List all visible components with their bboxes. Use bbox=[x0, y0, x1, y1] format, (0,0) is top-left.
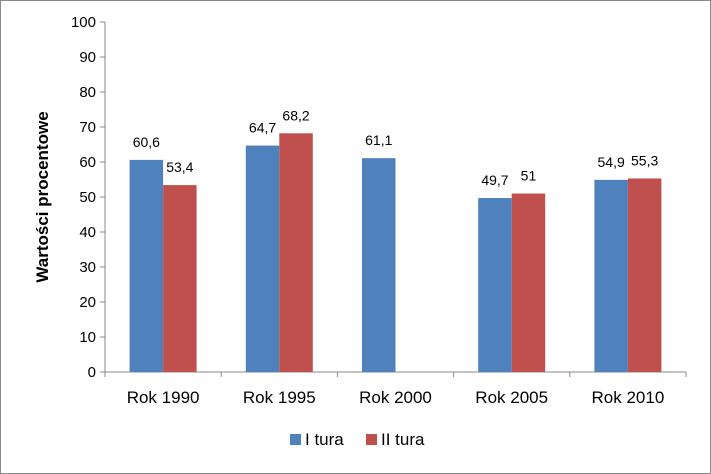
legend: I tura II tura bbox=[290, 430, 425, 449]
bar-i-tura bbox=[594, 179, 628, 372]
y-tick-label: 80 bbox=[79, 84, 96, 101]
data-label: 64,7 bbox=[249, 120, 276, 136]
y-ticks: 0 10 20 30 40 50 60 70 80 90 100 bbox=[71, 14, 105, 381]
y-tick-label: 70 bbox=[79, 119, 96, 136]
y-tick-label: 90 bbox=[79, 49, 96, 66]
y-tick-label: 100 bbox=[71, 14, 96, 31]
y-tick-label: 20 bbox=[79, 294, 96, 311]
bar-i-tura bbox=[478, 198, 512, 372]
y-axis-label: Wartości procentowe bbox=[33, 111, 52, 282]
data-label: 49,7 bbox=[481, 172, 508, 188]
bar-ii-tura bbox=[511, 193, 546, 372]
y-tick-label: 50 bbox=[79, 189, 96, 206]
y-tick-label: 60 bbox=[79, 154, 96, 171]
x-tick-label: Rok 2010 bbox=[592, 388, 665, 407]
legend-swatch bbox=[366, 434, 377, 445]
bar-ii-tura bbox=[279, 133, 313, 372]
y-tick-label: 0 bbox=[88, 364, 96, 381]
data-label: 51 bbox=[521, 168, 537, 184]
data-label: 54,9 bbox=[598, 154, 625, 170]
data-labels: 60,6 64,7 61,1 49,7 54,9 53,4 68,2 51 55,3 bbox=[133, 107, 659, 188]
data-label: 53,4 bbox=[166, 159, 193, 175]
x-tick-label: Rok 2000 bbox=[359, 388, 432, 407]
bar-i-tura bbox=[129, 159, 164, 372]
x-tick-label: Rok 1995 bbox=[243, 388, 316, 407]
data-label: 61,1 bbox=[365, 132, 392, 148]
category-labels: Rok 1990 Rok 1995 Rok 2000 Rok 2005 Rok 2010 bbox=[104, 372, 687, 407]
data-label: 60,6 bbox=[133, 134, 160, 150]
legend-label: I tura bbox=[305, 430, 344, 449]
bar-i-tura bbox=[245, 145, 280, 372]
y-tick-label: 40 bbox=[79, 224, 96, 241]
bars bbox=[129, 133, 662, 372]
y-tick-label: 10 bbox=[79, 329, 96, 346]
x-tick-label: Rok 1990 bbox=[127, 388, 200, 407]
legend-label: II tura bbox=[381, 430, 425, 449]
data-label: 68,2 bbox=[282, 107, 309, 123]
x-tick-label: Rok 2005 bbox=[475, 388, 548, 407]
data-label: 55,3 bbox=[631, 152, 658, 168]
legend-swatch bbox=[290, 434, 301, 445]
bar-ii-tura bbox=[163, 185, 197, 372]
y-tick-label: 30 bbox=[79, 259, 96, 276]
bar-i-tura bbox=[362, 158, 396, 372]
bar-ii-tura bbox=[627, 178, 662, 372]
